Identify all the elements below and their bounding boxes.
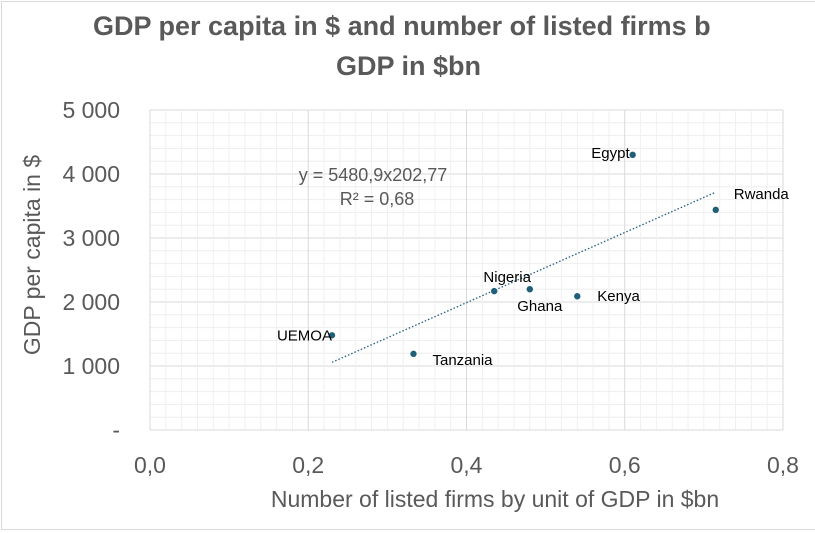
point-label-kenya: Kenya	[597, 288, 640, 305]
point-label-uemoa: UEMOA	[277, 327, 332, 344]
point-label-nigeria: Nigeria	[483, 269, 531, 286]
y-tick-label: 2 000	[62, 289, 120, 315]
x-tick-label: 0,0	[134, 452, 166, 478]
chart-title-line1: GDP per capita in $ and number of listed…	[93, 11, 711, 41]
point-label-tanzania: Tanzania	[432, 352, 493, 369]
tick-labels: - 1 000 2 000 3 000 4 000 5 000 0,0 0,2 0,4 0,6 0,…	[62, 97, 799, 478]
y-axis-title: GDP per capita in $	[19, 155, 45, 356]
point-label-rwanda: Rwanda	[734, 186, 790, 203]
data-point-egypt	[629, 151, 636, 158]
point-labels: Egypt Rwanda Nigeria Ghana Kenya UEMOA Tanzani…	[277, 145, 789, 369]
trendline-equation: y = 5480,9x202,77	[299, 165, 448, 185]
grid-lines	[149, 109, 784, 431]
x-tick-label: 0,6	[609, 452, 641, 478]
y-tick-label: 3 000	[62, 225, 120, 251]
data-point-ghana	[526, 286, 533, 293]
data-point-kenya	[574, 293, 581, 300]
data-point-uemoa	[328, 332, 336, 339]
chart-title-line2: GDP in $bn	[336, 51, 482, 81]
chart-title: GDP per capita in $ and number of listed…	[93, 6, 815, 86]
data-point-nigeria	[490, 287, 498, 295]
x-tick-label: 0,4	[451, 452, 483, 478]
x-tick-label: 0,2	[292, 452, 324, 478]
y-tick-label: 1 000	[62, 353, 120, 379]
x-tick-label: 0,8	[767, 452, 799, 478]
data-points	[328, 151, 719, 358]
y-tick-label: 4 000	[62, 161, 120, 187]
y-tick-label: -	[112, 417, 120, 443]
x-axis-title: Number of listed firms by unit of GDP in…	[271, 486, 719, 512]
data-point-rwanda	[712, 206, 719, 214]
point-label-egypt: Egypt	[591, 145, 630, 162]
data-point-tanzania	[410, 350, 417, 358]
y-tick-label: 5 000	[62, 97, 120, 123]
point-label-ghana: Ghana	[517, 298, 563, 315]
trendline-r2: R² = 0,68	[340, 189, 415, 209]
